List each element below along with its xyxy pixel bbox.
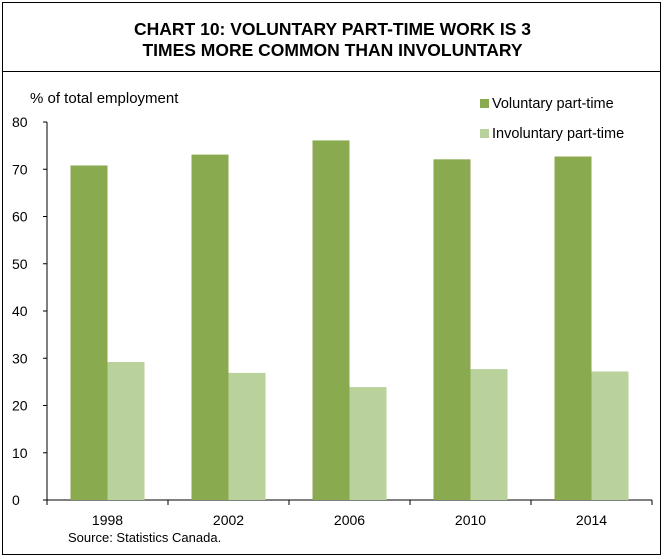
title-divider xyxy=(3,71,660,72)
bar-involuntary-part-time-1998 xyxy=(107,362,145,500)
y-tick-label: 30 xyxy=(12,350,28,366)
y-tick-label: 50 xyxy=(12,256,28,272)
x-tick-label: 2010 xyxy=(455,512,486,528)
y-tick-label: 0 xyxy=(12,492,20,508)
chart-title-line-1: CHART 10: VOLUNTARY PART-TIME WORK IS 3 xyxy=(133,19,531,39)
x-tick-label: 1998 xyxy=(92,512,123,528)
y-tick-label: 10 xyxy=(12,445,28,461)
y-tick-label: 70 xyxy=(12,161,28,177)
chart-title-line-2: TIMES MORE COMMON THAN INVOLUNTARY xyxy=(142,40,523,60)
y-tick-label: 80 xyxy=(12,114,28,130)
x-tick-label: 2002 xyxy=(213,512,244,528)
x-tick-label: 2006 xyxy=(334,512,365,528)
y-tick-label: 20 xyxy=(12,398,28,414)
x-tick-label: 2014 xyxy=(576,512,607,528)
bar-voluntary-part-time-2010 xyxy=(433,159,471,500)
bar-involuntary-part-time-2014 xyxy=(591,371,629,500)
bar-involuntary-part-time-2010 xyxy=(470,369,508,500)
chart-title: CHART 10: VOLUNTARY PART-TIME WORK IS 3 … xyxy=(3,19,662,61)
y-tick-label: 60 xyxy=(12,209,28,225)
legend-swatch-1 xyxy=(480,99,489,108)
source-note: Source: Statistics Canada. xyxy=(68,530,222,545)
bar-involuntary-part-time-2002 xyxy=(228,372,266,500)
bar-voluntary-part-time-2014 xyxy=(554,156,592,500)
legend-label-1: Voluntary part-time xyxy=(492,96,614,112)
bar-involuntary-part-time-2006 xyxy=(349,387,387,500)
bar-voluntary-part-time-2002 xyxy=(191,154,229,501)
legend-label-2: Involuntary part-time xyxy=(492,126,624,142)
bar-voluntary-part-time-1998 xyxy=(70,165,108,500)
bar-voluntary-part-time-2006 xyxy=(312,140,350,501)
y-tick-label: 40 xyxy=(12,303,28,319)
y-axis-label: % of total employment xyxy=(30,90,179,107)
legend-swatch-2 xyxy=(480,129,489,138)
